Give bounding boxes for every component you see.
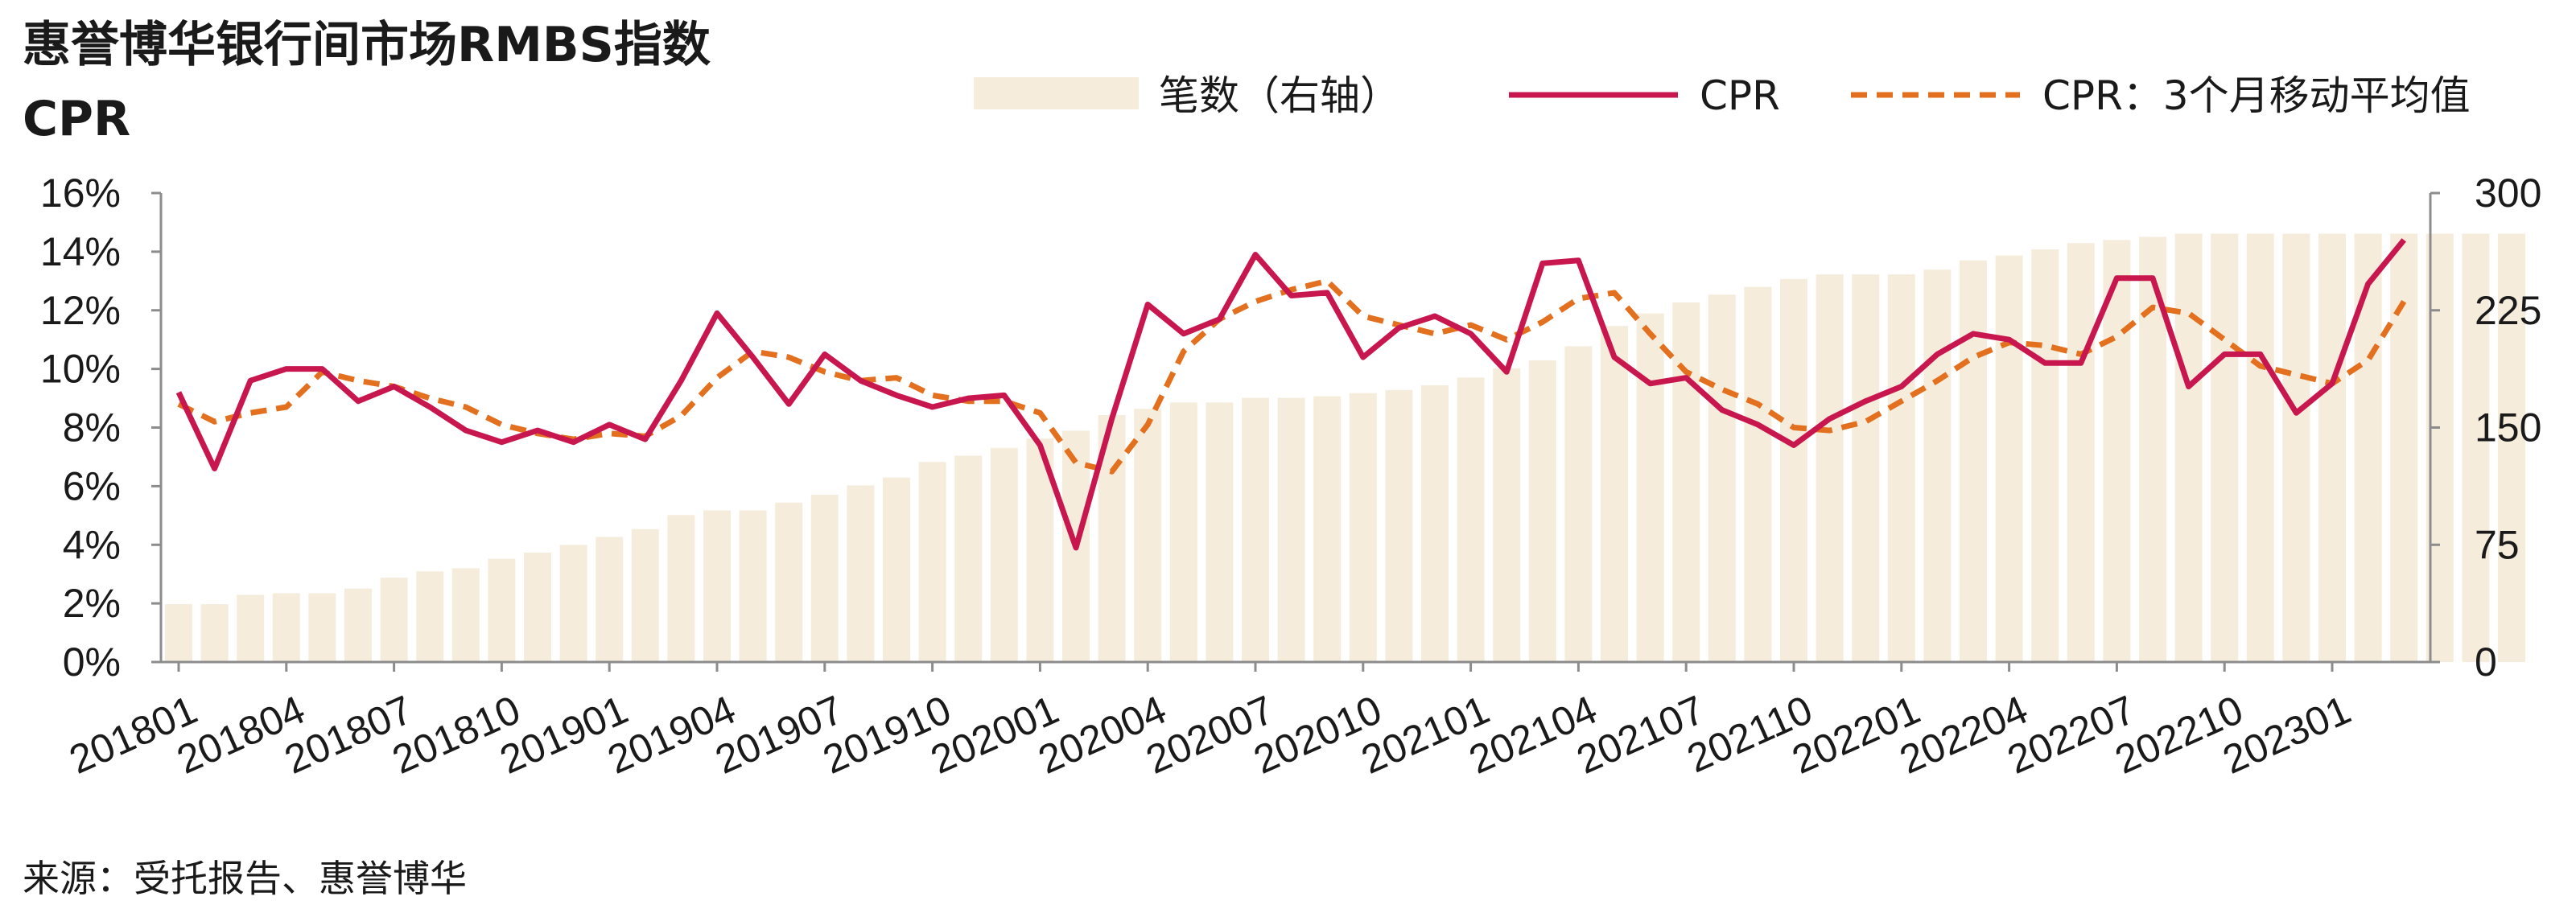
bar: [739, 510, 767, 662]
left-tick-label: 8%: [63, 405, 121, 450]
bar: [1744, 286, 1772, 662]
bar: [1636, 313, 1664, 662]
left-tick-label: 6%: [63, 463, 121, 508]
bar: [775, 502, 803, 662]
bar: [1780, 278, 1807, 662]
right-axis-ticks: 0 75 150 225 300: [2430, 171, 2541, 685]
bar: [2211, 233, 2239, 662]
legend-bars-label: 笔数（右轴）: [1159, 72, 1400, 119]
bar: [559, 545, 587, 663]
right-tick-label: 0: [2475, 640, 2497, 685]
bars-layer: [165, 233, 2525, 663]
bar: [237, 594, 265, 662]
left-tick-label: 4%: [63, 522, 121, 567]
bar: [380, 578, 408, 662]
bar: [703, 510, 731, 662]
bar: [2246, 233, 2274, 662]
left-axis-ticks: 0% 2% 4% 6% 8% 10% 12% 14% 16%: [40, 171, 161, 685]
bar: [810, 495, 839, 662]
bar: [2462, 233, 2490, 662]
left-tick-label: 12%: [40, 288, 121, 333]
bar: [1923, 269, 1952, 662]
source-note: 来源：受托报告、惠誉博华: [23, 857, 467, 900]
bar: [1134, 409, 1162, 662]
bar: [2031, 249, 2059, 662]
bar: [200, 604, 229, 662]
bar: [2067, 243, 2095, 662]
bar: [416, 571, 444, 662]
bar: [1457, 377, 1485, 662]
bar: [1385, 389, 1413, 662]
bar: [883, 477, 910, 662]
bar: [308, 593, 336, 662]
left-tick-label: 2%: [63, 581, 121, 626]
legend: 笔数（右轴） CPR CPR：3个月移动平均值: [974, 72, 2471, 119]
bar: [272, 593, 300, 662]
bar: [1816, 274, 1844, 662]
bar: [1995, 255, 2023, 662]
bar: [990, 447, 1018, 662]
bar: [2354, 233, 2382, 662]
bar: [2103, 240, 2131, 662]
bar: [2174, 233, 2203, 662]
bar: [667, 515, 695, 662]
series-line-cpr: [175, 238, 2406, 551]
bar: [1206, 402, 1234, 662]
bar: [1349, 393, 1377, 662]
bar: [1277, 397, 1305, 662]
lines-layer: [175, 238, 2407, 551]
left-tick-label: 10%: [40, 347, 121, 392]
bar: [847, 485, 875, 662]
bar: [1601, 326, 1628, 662]
bar: [488, 558, 516, 662]
bar: [524, 553, 551, 662]
right-tick-label: 225: [2475, 288, 2541, 333]
bar: [918, 462, 946, 662]
bar: [1421, 385, 1449, 662]
right-tick-label: 75: [2475, 522, 2520, 567]
left-tick-label: 16%: [40, 171, 121, 216]
bar: [1313, 396, 1342, 662]
bar: [631, 528, 659, 662]
chart-title: 惠誉博华银行间市场RMBS指数: [23, 17, 711, 73]
bar: [1672, 302, 1700, 662]
legend-bars-swatch: [974, 77, 1139, 109]
bar: [451, 568, 480, 662]
bar: [1960, 260, 1987, 662]
bar: [1528, 360, 1556, 662]
left-axis-title: CPR: [23, 91, 130, 147]
bar: [344, 588, 372, 662]
bar: [1169, 402, 1197, 662]
legend-ma-label: CPR：3个月移动平均值: [2042, 72, 2471, 119]
bar: [2390, 233, 2418, 662]
x-axis-ticks: 2018012018042018072018102019012019042019…: [63, 662, 2357, 783]
left-tick-label: 14%: [40, 229, 121, 274]
bar: [1887, 274, 1915, 662]
bar: [2498, 233, 2525, 662]
bar: [2282, 233, 2310, 662]
bar: [1708, 294, 1736, 662]
legend-cpr-label: CPR: [1700, 72, 1780, 119]
bar: [1564, 346, 1593, 662]
bar: [1852, 274, 1880, 662]
right-tick-label: 150: [2475, 405, 2541, 450]
bar: [165, 604, 192, 662]
bar: [2318, 233, 2346, 662]
bar: [596, 537, 624, 662]
left-tick-label: 0%: [63, 640, 121, 685]
right-tick-label: 300: [2475, 171, 2541, 216]
bar: [1242, 397, 1269, 662]
bar: [954, 455, 983, 662]
bar: [1493, 368, 1521, 662]
